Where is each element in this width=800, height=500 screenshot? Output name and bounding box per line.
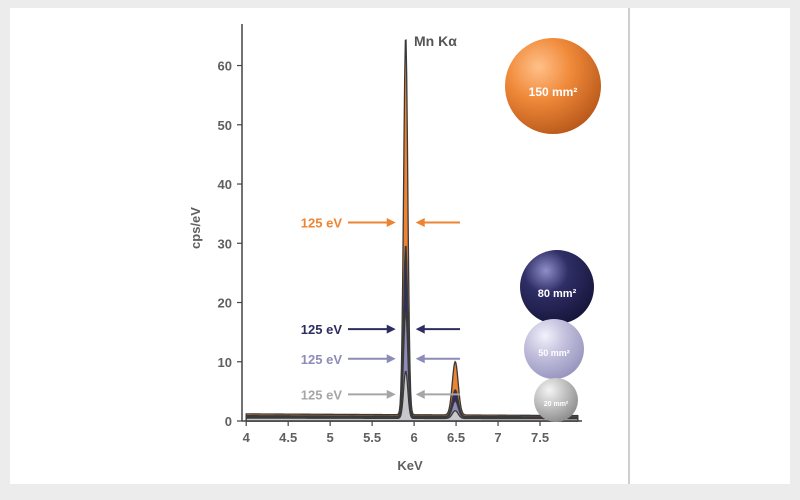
marker-left-arrowhead-0	[386, 218, 396, 228]
sphere-150-shape	[505, 38, 601, 134]
panel-divider	[628, 8, 630, 484]
x-tick-label-7: 7.5	[531, 430, 549, 445]
x-tick-label-2: 5	[327, 430, 334, 445]
sphere-150: 150 mm²	[505, 38, 601, 134]
series-area-2	[245, 311, 579, 422]
marker-label-2: 125 eV	[301, 352, 343, 367]
marker-label-3: 125 eV	[301, 387, 343, 402]
series-area-1	[245, 245, 579, 422]
x-tick-label-6: 7	[494, 430, 501, 445]
sphere-50-shape	[524, 319, 584, 379]
x-tick-label-4: 6	[410, 430, 417, 445]
sphere-150-label: 150 mm²	[529, 85, 578, 99]
resolution-marker-0: 125 eV	[301, 216, 460, 231]
y-tick-label-3: 30	[218, 236, 232, 251]
y-tick-label-0: 0	[225, 414, 232, 429]
marker-right-arrowhead-2	[415, 354, 425, 364]
sphere-20-label: 20 mm²	[544, 401, 569, 408]
marker-label-1: 125 eV	[301, 322, 343, 337]
sphere-80: 80 mm²	[520, 250, 594, 324]
spectrum-series	[245, 39, 579, 422]
marker-right-arrowhead-1	[415, 324, 425, 334]
marker-label-0: 125 eV	[301, 216, 343, 231]
sphere-50-label: 50 mm²	[538, 348, 570, 358]
series-area-0	[245, 39, 579, 422]
y-tick-label-1: 10	[218, 355, 232, 370]
x-axis-label: KeV	[397, 458, 423, 473]
resolution-markers: 125 eV 125 eV 125 eV 125 eV	[301, 216, 460, 402]
marker-right-arrowhead-3	[415, 389, 425, 399]
y-tick-label-6: 60	[218, 59, 232, 74]
x-tick-label-3: 5.5	[363, 430, 381, 445]
sphere-50: 50 mm²	[524, 319, 584, 379]
y-axis-label: cps/eV	[188, 207, 203, 249]
y-tick-label-4: 40	[218, 177, 232, 192]
x-tick-label-0: 4	[243, 430, 251, 445]
sphere-80-shape	[520, 250, 594, 324]
peak-label-mn-ka: Mn Kα	[414, 33, 457, 49]
resolution-marker-2: 125 eV	[301, 352, 460, 367]
resolution-marker-3: 125 eV	[301, 387, 460, 402]
y-tick-label-5: 50	[218, 118, 232, 133]
sphere-20-shape	[534, 378, 578, 422]
marker-left-arrowhead-3	[386, 389, 396, 399]
series-area-3	[245, 370, 579, 422]
chart-axes: 4 4.5 5 5.5 6 6.5 7 7.5 0 10 20 30 40 50 60	[218, 24, 582, 445]
sphere-80-label: 80 mm²	[538, 288, 577, 300]
x-tick-label-5: 6.5	[447, 430, 465, 445]
x-tick-label-1: 4.5	[279, 430, 297, 445]
resolution-marker-1: 125 eV	[301, 322, 460, 337]
marker-right-arrowhead-0	[415, 218, 425, 228]
marker-left-arrowhead-1	[386, 324, 396, 334]
sphere-20: 20 mm²	[534, 378, 578, 422]
marker-left-arrowhead-2	[386, 354, 396, 364]
y-tick-label-2: 20	[218, 296, 232, 311]
